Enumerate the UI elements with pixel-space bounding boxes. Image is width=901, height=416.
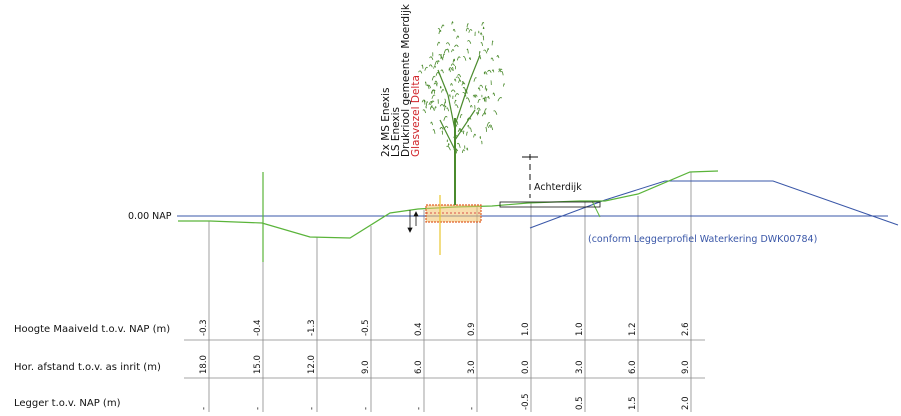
cable-label: Glasvezel Delta [410,75,422,157]
table-value: 2.0 [681,396,691,410]
table-value: - [414,407,424,410]
table-value: - [361,407,371,410]
row-label-hoogte: Hoogte Maaiveld t.o.v. NAP (m) [14,324,170,335]
cable-label: LS Enexis [390,107,402,157]
table-value: 2.6 [681,322,691,336]
table-value: 1.5 [628,396,638,410]
table-value: 9.0 [681,360,691,374]
tree-icon [418,21,505,205]
table-value: - [199,407,209,410]
nap-label: 0.00 NAP [128,211,172,222]
table-value: -0.4 [253,319,263,336]
table-value: 9.0 [361,360,371,374]
table-value: -1.3 [307,319,317,336]
table-grid [184,339,705,379]
table-value: 3.0 [467,360,477,374]
legger-profile-line [529,180,899,229]
legger-note: (conform Leggerprofiel Waterkering DWK00… [588,234,817,245]
table-value: 15.0 [253,355,263,374]
table-value: 3.0 [575,360,585,374]
achterdijk-label: Achterdijk [534,182,582,193]
cable-label: 2x MS Enexis [380,88,392,157]
table-value: 6.0 [414,360,424,374]
table-value: -0.3 [199,319,209,336]
row-label-legger: Legger t.o.v. NAP (m) [14,398,121,409]
cable-bundle-box [425,204,482,223]
achterdijk-road [499,201,601,208]
table-value: - [307,407,317,410]
row-label-afstand: Hor. afstand t.o.v. as inrit (m) [14,362,161,373]
table-value: -0.5 [361,319,371,336]
table-values: -0.3 -0.4 -1.3 -0.5 0.4 0.9 1.0 1.0 1.2 2.618.0 15… [199,319,691,410]
table-value: - [253,407,263,410]
table-value: 18.0 [199,355,209,374]
table-value: 1.0 [521,322,531,336]
table-value: 1.2 [628,322,638,336]
table-value: -0.5 [521,393,531,410]
table-value: 1.0 [575,322,585,336]
cable-label: Drukriool gemeente Moerdijk [400,3,412,157]
table-value: 0.9 [467,322,477,336]
table-value: 12.0 [307,355,317,374]
table-value: 6.0 [628,360,638,374]
road-edge-line [591,200,601,218]
table-value: - [467,407,477,410]
table-value: 0.4 [414,322,424,336]
table-value: 0.5 [575,396,585,410]
table-value: 0.0 [521,360,531,374]
depth-arrow [407,210,419,233]
